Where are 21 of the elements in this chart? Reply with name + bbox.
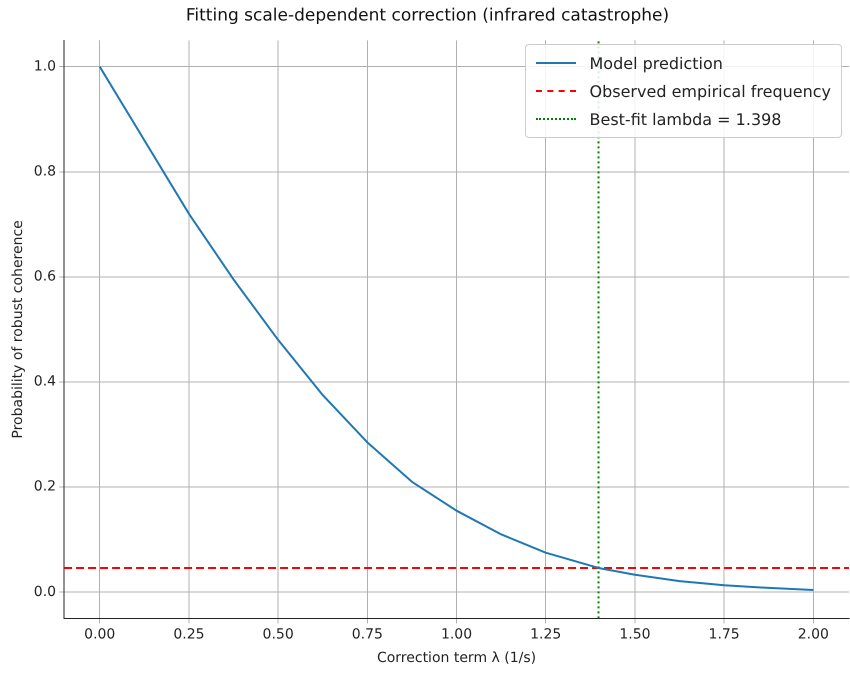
y-tick-label: 0.2 — [34, 478, 56, 495]
x-tick-label: 2.00 — [798, 626, 829, 642]
x-tick-label: 1.25 — [530, 626, 562, 642]
y-tick-label: 0.8 — [34, 163, 56, 180]
x-tick-label: 0.75 — [352, 626, 383, 642]
x-tick-label: 1.00 — [440, 626, 472, 642]
chart-title: Fitting scale-dependent correction (infrared catastrophe) — [186, 6, 670, 26]
ref-line-label: Best-fit lambda = 1.398 — [590, 110, 782, 128]
x-tick-label: 0.00 — [84, 626, 116, 642]
y-tick-label: 0.6 — [34, 268, 56, 284]
x-tick-label: 1.75 — [708, 626, 740, 642]
legend-label: Model prediction — [590, 54, 723, 72]
y-axis-title: Probability of robust coherence — [10, 220, 26, 439]
x-tick-label: 0.25 — [173, 626, 205, 642]
x-tick-label: 1.50 — [619, 626, 651, 642]
x-tick-label: 0.50 — [262, 626, 294, 642]
y-tick-label: 0.0 — [34, 584, 56, 600]
x-axis-title: Correction term λ (1/s) — [376, 650, 536, 666]
y-tick-label: 1.0 — [34, 58, 56, 74]
y-tick-label: 0.4 — [34, 374, 56, 390]
legend-label: Observed empirical frequency — [590, 82, 831, 100]
